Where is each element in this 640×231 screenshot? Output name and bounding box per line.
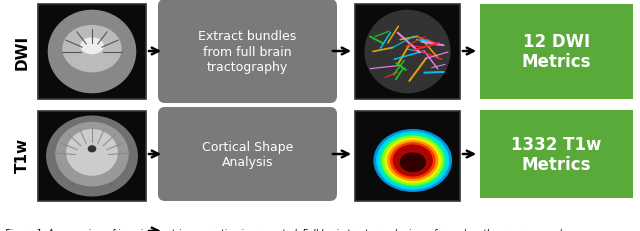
Bar xyxy=(38,5,146,100)
FancyBboxPatch shape xyxy=(158,0,337,103)
Ellipse shape xyxy=(66,129,118,176)
Text: DWI: DWI xyxy=(15,34,29,69)
Ellipse shape xyxy=(88,146,96,153)
Bar xyxy=(38,112,146,201)
Text: Figure 1. An overview of imaging metric generation is presented. Full brain trac: Figure 1. An overview of imaging metric … xyxy=(5,228,562,231)
Ellipse shape xyxy=(393,145,433,177)
Bar xyxy=(355,5,460,100)
Text: Cortical Shape
Analysis: Cortical Shape Analysis xyxy=(202,140,293,168)
Ellipse shape xyxy=(385,138,441,183)
Ellipse shape xyxy=(387,140,438,181)
Text: 1332 T1w
Metrics: 1332 T1w Metrics xyxy=(511,135,602,174)
Ellipse shape xyxy=(48,11,136,94)
Ellipse shape xyxy=(373,129,452,192)
Text: Extract bundles
from full brain
tractography: Extract bundles from full brain tractogr… xyxy=(198,30,296,73)
Ellipse shape xyxy=(379,134,447,188)
Text: 12 DWI
Metrics: 12 DWI Metrics xyxy=(522,33,591,71)
Bar xyxy=(355,112,460,201)
Ellipse shape xyxy=(62,26,122,73)
Ellipse shape xyxy=(80,38,104,55)
FancyBboxPatch shape xyxy=(158,108,337,201)
Text: T1w: T1w xyxy=(15,137,29,172)
Ellipse shape xyxy=(46,116,138,197)
Ellipse shape xyxy=(376,132,449,190)
Ellipse shape xyxy=(381,136,444,185)
Bar xyxy=(480,110,633,198)
Ellipse shape xyxy=(390,143,436,179)
Bar xyxy=(480,5,633,100)
Ellipse shape xyxy=(55,122,129,187)
Ellipse shape xyxy=(364,11,451,94)
Ellipse shape xyxy=(399,153,426,173)
